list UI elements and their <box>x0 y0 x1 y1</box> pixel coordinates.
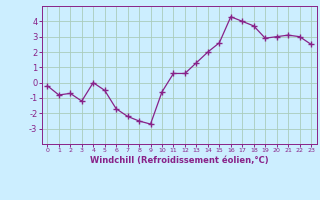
X-axis label: Windchill (Refroidissement éolien,°C): Windchill (Refroidissement éolien,°C) <box>90 156 268 165</box>
